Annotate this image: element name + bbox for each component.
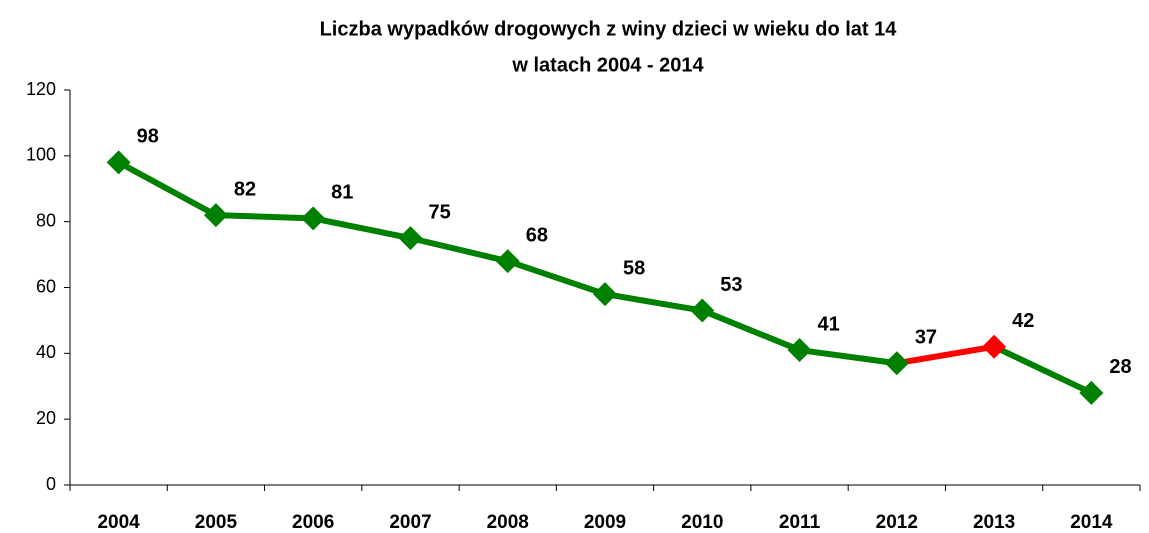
marker: [593, 282, 617, 307]
y-tick-label: 0: [46, 474, 56, 494]
x-tick-label: 2008: [487, 512, 529, 533]
x-tick-label: 2009: [584, 512, 626, 533]
x-tick-label: 2011: [779, 512, 821, 533]
y-tick-label: 80: [36, 210, 56, 230]
marker: [106, 150, 131, 175]
line-segment: [602, 291, 706, 314]
marker: [787, 338, 812, 363]
marker: [203, 203, 228, 228]
y-tick-label: 100: [26, 145, 56, 165]
marker: [398, 226, 423, 251]
marker: [301, 206, 326, 231]
y-tick-label: 60: [36, 276, 56, 296]
line-segment: [699, 307, 803, 354]
marker: [1079, 380, 1104, 405]
y-tick-label: 40: [36, 342, 56, 362]
line-segment: [115, 159, 219, 219]
data-label: 75: [428, 201, 450, 223]
line-segment: [991, 343, 1095, 396]
data-label: 53: [720, 274, 742, 296]
data-label: 37: [915, 326, 937, 348]
x-tick-label: 2007: [389, 512, 431, 533]
chart-title: Liczba wypadków drogowych z winy dzieci …: [320, 18, 898, 40]
x-tick-label: 2010: [681, 512, 723, 533]
line-segment: [893, 343, 998, 367]
marker: [690, 298, 715, 323]
x-tick-label: 2005: [195, 512, 238, 533]
data-label: 28: [1109, 356, 1131, 378]
data-label: 68: [526, 224, 548, 246]
x-tick-label: 2004: [97, 512, 140, 533]
marker: [495, 249, 520, 274]
line-segment: [796, 347, 900, 367]
data-label: 81: [331, 182, 353, 204]
data-label: 42: [1012, 310, 1034, 332]
data-label: 82: [234, 178, 256, 200]
data-label: 58: [623, 257, 645, 279]
y-tick-label: 120: [26, 79, 56, 99]
y-tick-label: 20: [36, 408, 56, 428]
x-tick-label: 2006: [292, 512, 334, 533]
x-tick-label: 2014: [1070, 512, 1113, 533]
chart-title: w latach 2004 - 2014: [511, 54, 704, 76]
x-tick-label: 2013: [973, 512, 1015, 533]
data-label: 98: [137, 126, 159, 148]
marker: [884, 351, 909, 376]
line-segment: [407, 235, 511, 265]
line-segment: [310, 215, 414, 242]
x-tick-label: 2012: [876, 512, 918, 533]
data-label: 41: [818, 313, 840, 335]
marker: [982, 334, 1007, 359]
line-segment: [212, 212, 317, 222]
line-segment: [504, 258, 608, 298]
